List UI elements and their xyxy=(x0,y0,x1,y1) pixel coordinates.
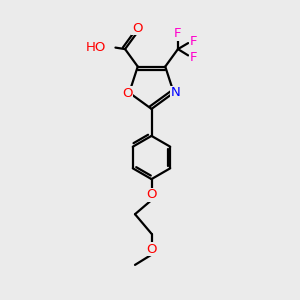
Text: F: F xyxy=(190,35,197,48)
Text: O: O xyxy=(122,87,132,100)
Text: O: O xyxy=(146,188,157,201)
Text: O: O xyxy=(132,22,142,34)
Text: N: N xyxy=(171,86,181,99)
Text: F: F xyxy=(174,27,182,40)
Text: O: O xyxy=(146,243,157,256)
Text: HO: HO xyxy=(85,41,106,54)
Text: F: F xyxy=(190,51,197,64)
